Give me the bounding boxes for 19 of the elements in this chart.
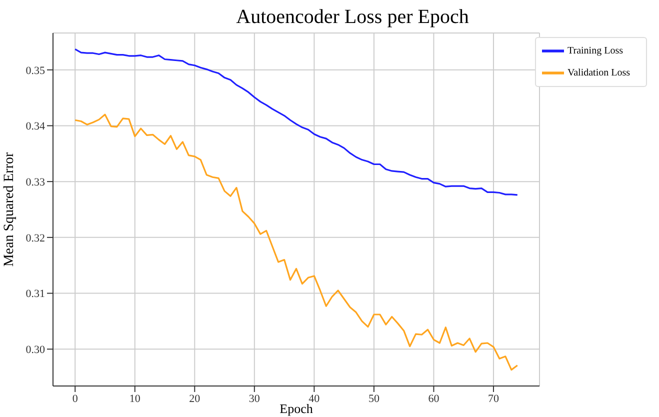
- chart-title: Autoencoder Loss per Epoch: [235, 6, 470, 29]
- legend-label: Training Loss: [568, 45, 623, 56]
- x-tick-label: 10: [129, 392, 141, 405]
- x-tick-label: 50: [368, 392, 380, 405]
- y-tick-label: 0.35: [26, 64, 46, 77]
- y-tick-label: 0.33: [26, 176, 46, 188]
- x-tick-label: 20: [189, 392, 201, 405]
- y-axis-title: Mean Squared Error: [2, 152, 17, 267]
- legend-label: Validation Loss: [568, 67, 630, 78]
- x-tick-label: 30: [248, 392, 260, 405]
- x-tick-label: 60: [428, 392, 440, 405]
- y-tick-label: 0.30: [26, 344, 46, 356]
- y-tick-label: 0.31: [26, 288, 45, 300]
- y-tick-label: 0.34: [26, 120, 46, 133]
- line-series: [74, 48, 518, 196]
- y-tick-label: 0.32: [26, 232, 45, 244]
- x-tick-label: 70: [488, 392, 500, 405]
- line-series: [74, 114, 518, 371]
- x-tick-label: 0: [72, 392, 78, 405]
